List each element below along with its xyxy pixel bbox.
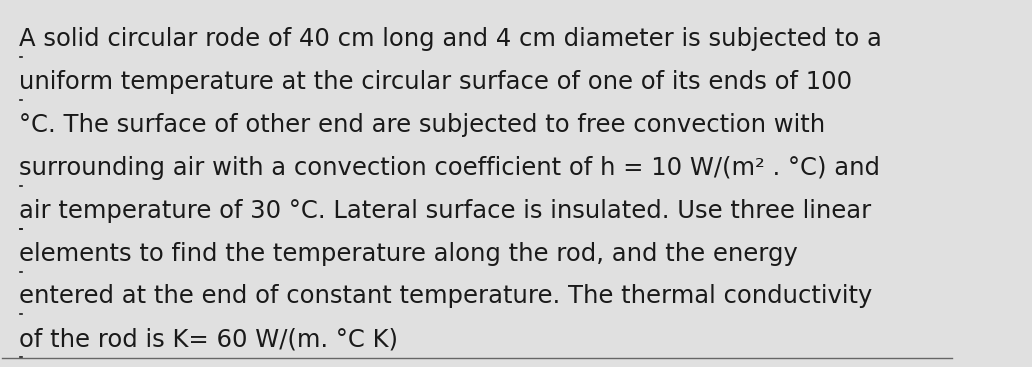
Text: A solid circular rode of 40 cm long and 4 cm diameter is subjected to a: A solid circular rode of 40 cm long and … [20,28,882,51]
Text: uniform temperature at the circular surface of one of its ends of 100: uniform temperature at the circular surf… [20,70,852,94]
Text: °C. The surface of other end are subjected to free convection with: °C. The surface of other end are subject… [20,113,826,137]
Text: entered at the end of constant temperature. The thermal conductivity: entered at the end of constant temperatu… [20,284,873,308]
Text: elements to find the temperature along the rod, and the energy: elements to find the temperature along t… [20,241,798,266]
Text: of the rod is K= 60 W/(m. °C K): of the rod is K= 60 W/(m. °C K) [20,327,398,351]
Text: surrounding air with a convection coefficient of h = 10 W/(m² . °C) and: surrounding air with a convection coeffi… [20,156,880,180]
Text: air temperature of 30 °C. Lateral surface is insulated. Use three linear: air temperature of 30 °C. Lateral surfac… [20,199,871,223]
